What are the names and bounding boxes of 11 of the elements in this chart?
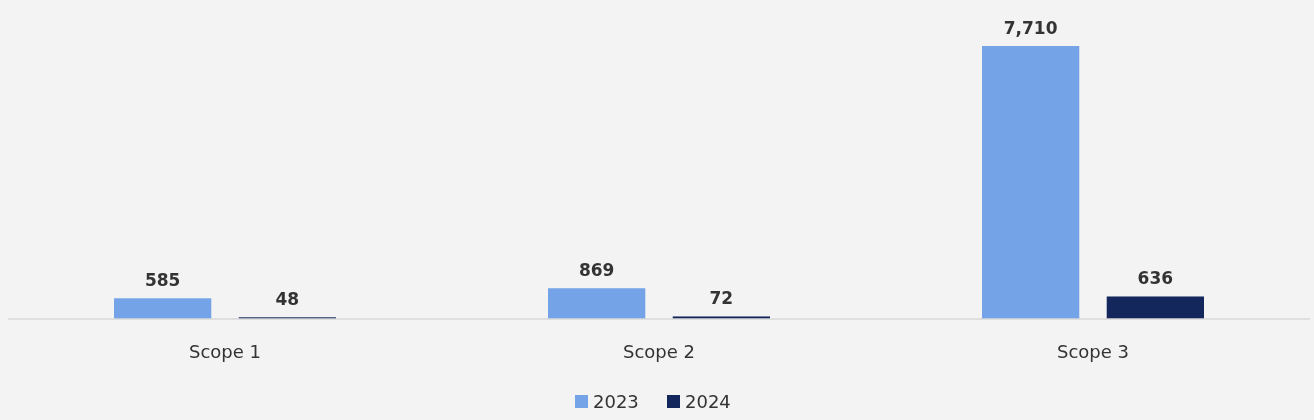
data-label: 869 [578, 260, 615, 281]
data-label: 7,710 [1003, 18, 1058, 38]
data-label: 636 [1137, 268, 1174, 289]
data-label: 48 [275, 289, 300, 310]
x-tick-label: Scope 1 [188, 341, 262, 362]
x-tick-label: Scope 2 [622, 341, 696, 362]
data-label: 72 [709, 288, 734, 309]
x-tick-label: Scope 3 [1056, 341, 1130, 362]
legend-label: 2024 [685, 391, 731, 412]
legend-label: 2023 [593, 391, 639, 412]
data-label: 585 [144, 270, 181, 291]
